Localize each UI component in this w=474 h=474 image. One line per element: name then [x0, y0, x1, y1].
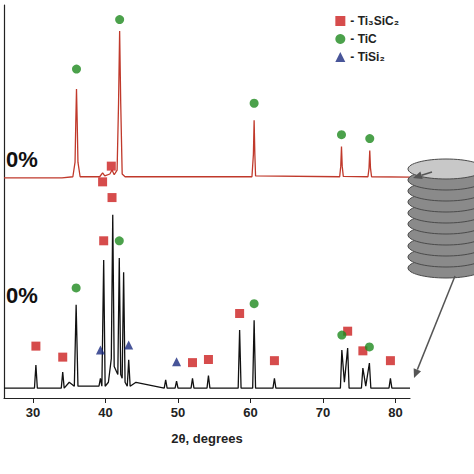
svg-text:0%: 0%	[6, 147, 38, 172]
svg-text:0%: 0%	[6, 283, 38, 308]
svg-text:- TiC: - TiC	[350, 32, 377, 46]
svg-text:50: 50	[171, 405, 185, 420]
svg-text:40: 40	[98, 405, 112, 420]
svg-text:30: 30	[26, 405, 40, 420]
svg-text:80: 80	[388, 405, 402, 420]
svg-text:- TiSi₂: - TiSi₂	[350, 50, 384, 64]
svg-text:2θ, degrees: 2θ, degrees	[171, 431, 242, 446]
svg-text:70: 70	[316, 405, 330, 420]
svg-text:60: 60	[243, 405, 257, 420]
svg-text:- Ti₃SiC₂: - Ti₃SiC₂	[350, 14, 399, 28]
